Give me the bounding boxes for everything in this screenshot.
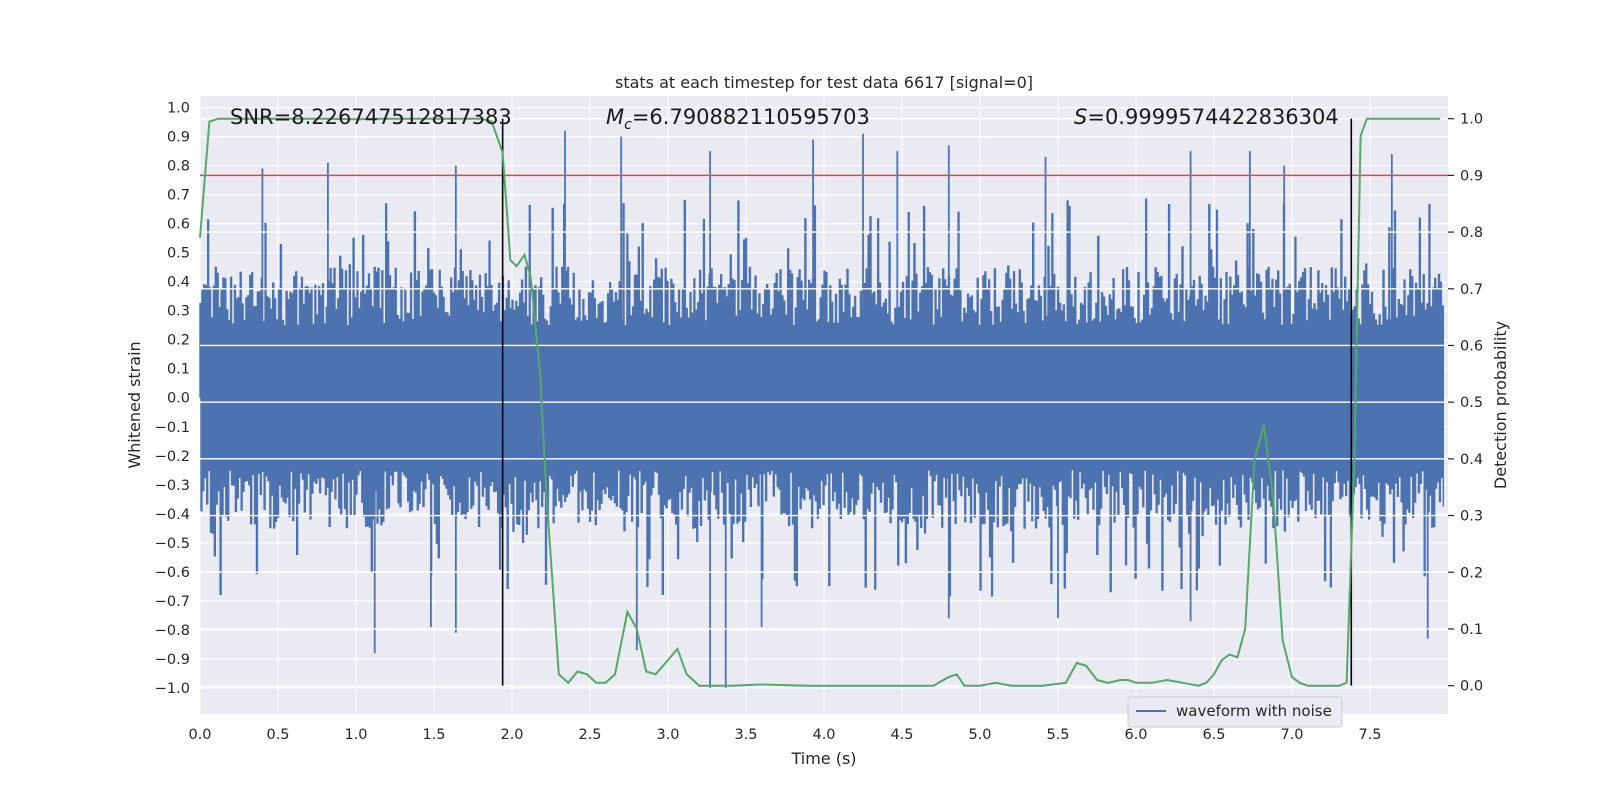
detection-probability-line — [199, 117, 1441, 687]
y-tick-label: 0.7 — [167, 188, 190, 204]
y-right-tick-label: 0.0 — [1460, 679, 1483, 695]
score-value: =0.9999574422836304 — [1087, 105, 1338, 129]
score-symbol: S — [1074, 105, 1087, 129]
y-tick-label: 0.9 — [167, 130, 190, 146]
legend-box — [1127, 696, 1343, 728]
x-tick-label: 2.0 — [500, 727, 523, 743]
y-right-tick-label: 1.0 — [1460, 112, 1483, 128]
y-tick-label: 0.5 — [167, 246, 190, 262]
y-tick-label: 0.8 — [167, 159, 190, 175]
y-tick-label: −0.6 — [155, 565, 190, 581]
vertical-marker-lines — [501, 118, 1353, 686]
x-tick-label: 5.5 — [1046, 727, 1069, 743]
y-tick-label: 0.3 — [167, 304, 190, 320]
y-tick-label: −0.3 — [155, 478, 190, 494]
y-tick-label: −1.0 — [155, 681, 190, 697]
y-right-tick-label: 0.1 — [1460, 622, 1483, 638]
y-right-tick-label: 0.7 — [1460, 282, 1483, 298]
waveform-path — [199, 198, 1444, 597]
x-tick-label: 0.0 — [188, 727, 211, 743]
x-ticks: 0.0 0.5 1.0 1.5 2.0 2.5 3.0 3.5 4.0 4.5 5.0 5.5 6.0 6… — [188, 727, 1381, 743]
x-tick-label: 6.0 — [1124, 727, 1147, 743]
y-right-tick-label: 0.4 — [1460, 452, 1483, 468]
y-right-tick-label: 0.6 — [1460, 338, 1483, 354]
x-tick-label: 1.5 — [422, 727, 445, 743]
y-tick-label: −0.4 — [155, 507, 190, 523]
chart-title: stats at each timestep for test data 661… — [615, 73, 1033, 92]
y-right-tick-label: 0.8 — [1460, 225, 1483, 241]
legend: waveform with noise — [1127, 696, 1343, 728]
y-right-tick-label: 0.9 — [1460, 168, 1483, 184]
y-tick-label: 1.0 — [167, 101, 190, 117]
x-tick-label: 1.0 — [344, 727, 367, 743]
y-axis-right-label: Detection probability — [1491, 321, 1510, 489]
x-axis-label: Time (s) — [790, 749, 856, 768]
chirp-mass-subscript: c — [624, 117, 632, 133]
x-tick-label: 3.0 — [656, 727, 679, 743]
x-tick-label: 5.0 — [968, 727, 991, 743]
y-tick-label: −0.7 — [155, 594, 190, 610]
x-tick-label: 7.0 — [1280, 727, 1303, 743]
left-y-ticks: 1.0 0.9 0.8 0.7 0.6 0.5 0.4 0.3 0.2 0.1 0.0 −0.1 −0.… — [155, 101, 190, 697]
x-tick-label: 4.0 — [812, 727, 835, 743]
y-right-tick-label: 0.3 — [1460, 509, 1483, 525]
y-tick-label: −0.2 — [155, 449, 190, 465]
chirp-mass-symbol: M — [606, 105, 624, 129]
x-tick-label: 7.5 — [1358, 727, 1381, 743]
y-right-tick-label: 0.2 — [1460, 565, 1483, 581]
x-tick-label: 2.5 — [578, 727, 601, 743]
chirp-mass-value: =6.790882110595703 — [632, 105, 870, 129]
chirp-mass-annotation: Mc=6.790882110595703 — [606, 105, 870, 133]
y-tick-label: −0.8 — [155, 623, 190, 639]
x-tick-label: 3.5 — [734, 727, 757, 743]
y-axis-label: Whitened strain — [125, 341, 144, 468]
legend-entry-waveform: waveform with noise — [1176, 702, 1332, 720]
y-tick-label: −0.5 — [155, 536, 190, 552]
y-tick-label: 0.4 — [167, 275, 190, 291]
y-tick-label: 0.2 — [167, 333, 190, 349]
y-tick-label: 0.0 — [167, 391, 190, 407]
score-annotation: S=0.9999574422836304 — [1074, 105, 1339, 129]
y-right-tick-label: 0.5 — [1460, 395, 1483, 411]
x-tick-label: 0.5 — [266, 727, 289, 743]
y-tick-label: −0.1 — [155, 420, 190, 436]
y-tick-label: 0.1 — [167, 362, 190, 378]
x-tick-label: 4.5 — [890, 727, 913, 743]
x-tick-label: 6.5 — [1202, 727, 1225, 743]
right-y-ticks: 1.0 0.9 0.8 0.7 0.6 0.5 0.4 0.3 0.2 0.1 0.0 — [1448, 112, 1483, 695]
snr-annotation: SNR=8.226747512817383 — [230, 105, 512, 129]
y-tick-label: 0.6 — [167, 217, 190, 233]
y-tick-label: −0.9 — [155, 652, 190, 668]
